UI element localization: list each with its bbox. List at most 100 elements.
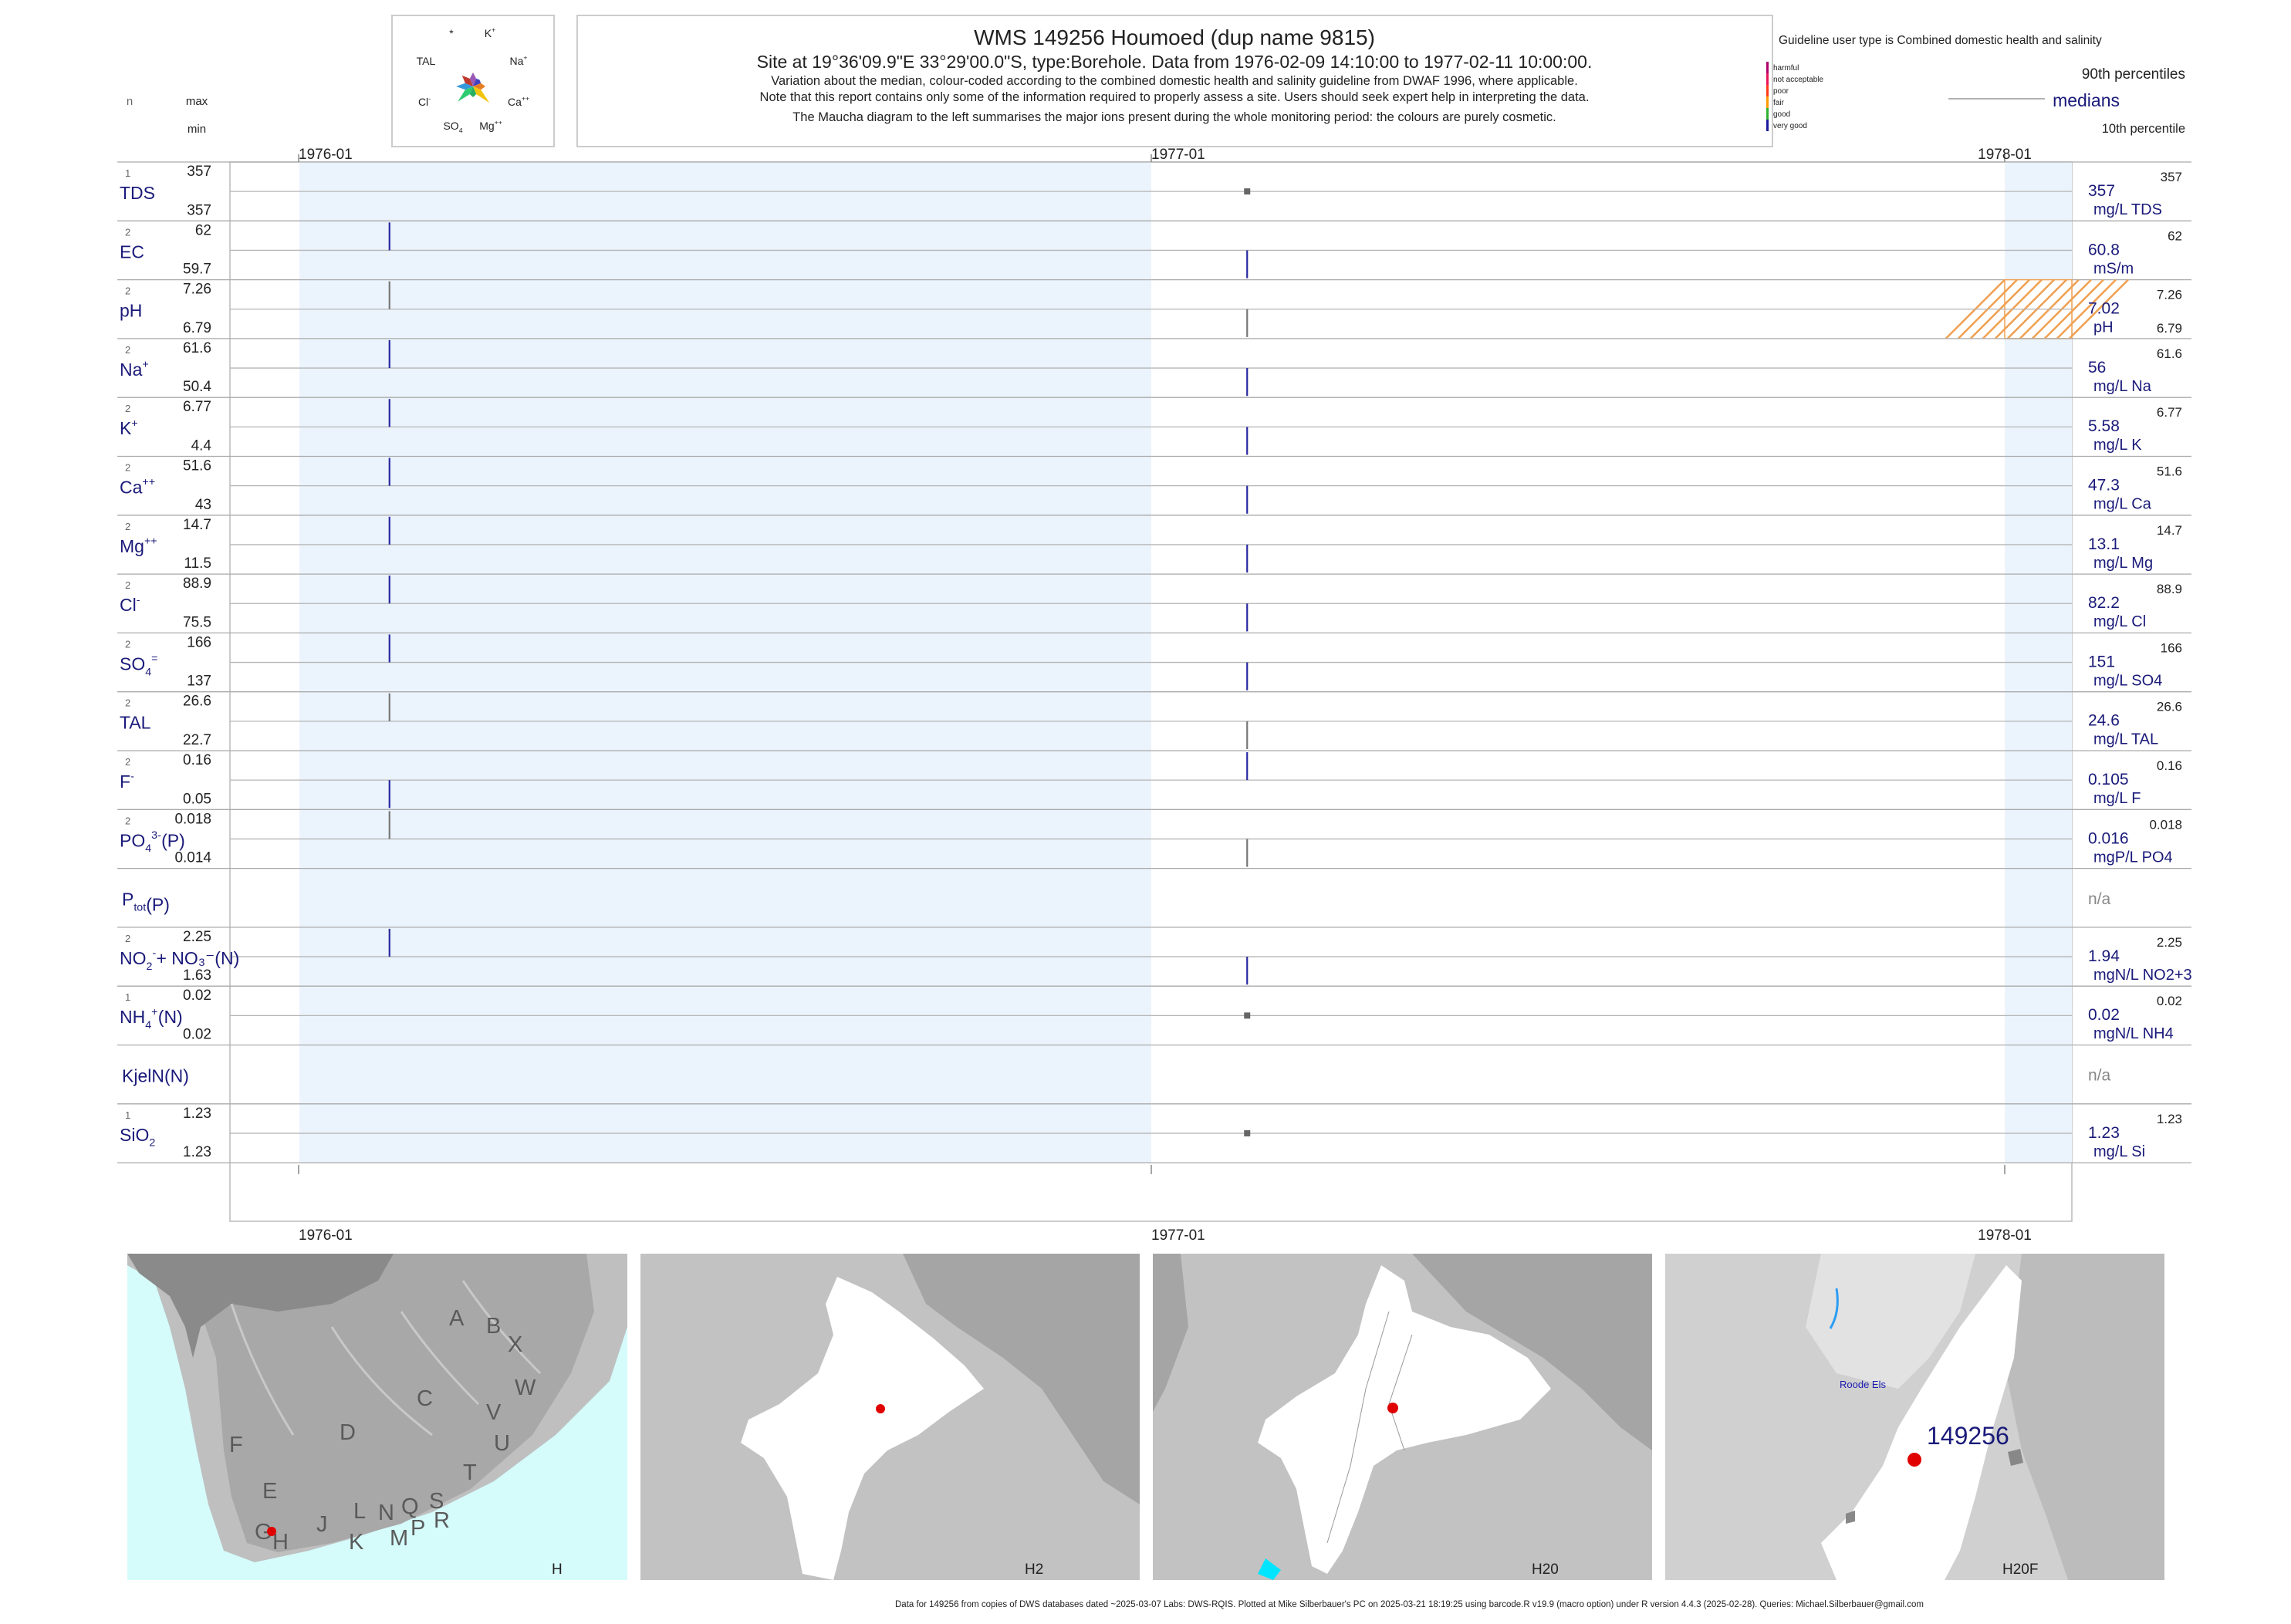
variable-label: K+	[120, 417, 138, 438]
region-letter: K	[349, 1530, 364, 1555]
guideline-level-label: good	[1773, 110, 1790, 119]
legend-p10: 10th percentile	[2102, 122, 2185, 136]
site-label: 149256	[1927, 1422, 2009, 1450]
guideline-levels: harmful not acceptable poor fair good very go…	[1766, 62, 1823, 131]
page-subtitle: Site at 19°36'09.9"E 33°29'00.0"S, type:…	[757, 52, 1593, 72]
max-value: 166	[187, 634, 211, 650]
guideline-level-label: poor	[1773, 87, 1789, 96]
guideline-swatch	[1766, 108, 1769, 120]
row-po: PO43- (P) 2 0.018 0.014 0.016 mgP/L PO4 0.018	[117, 811, 2191, 869]
variable-label: NH4+ (N)	[120, 1006, 183, 1031]
variable-label: NO2- + NO₃⁻(N)	[120, 947, 239, 973]
median-value: n/a	[2088, 890, 2111, 908]
map-panel-h2: H2	[640, 1254, 1140, 1580]
header-box: WMS 149256 Houmoed (dup name 9815) Site …	[576, 15, 1773, 147]
unit-label: mg/L F	[2093, 790, 2141, 807]
variable-label: EC	[120, 241, 144, 262]
tick-label-top: 1978-01	[1978, 147, 2032, 163]
sample-mark	[1244, 1129, 1251, 1136]
region-letter: B	[486, 1314, 501, 1339]
variable-label: TAL	[120, 713, 151, 733]
region-letter: U	[494, 1431, 510, 1456]
unit-label: mg/L Cl	[2093, 613, 2146, 630]
site-marker	[876, 1404, 885, 1413]
maucha-label: Na+	[510, 54, 528, 67]
unit-label: mg/L Si	[2093, 1143, 2145, 1160]
site-marker	[1907, 1453, 1921, 1467]
sample-count: 1	[125, 167, 130, 179]
region-letter: D	[340, 1420, 356, 1445]
median-value: 1.23	[2088, 1124, 2120, 1142]
maucha-petal	[473, 83, 485, 90]
maucha-label: K+	[485, 26, 495, 39]
map-panel-h20f: Roode Els 149256 H20F	[1665, 1254, 2164, 1580]
guideline-level-label: not acceptable	[1773, 76, 1823, 84]
max-value: 357	[187, 164, 211, 180]
median-value: 0.02	[2088, 1006, 2120, 1024]
region-letter: T	[463, 1460, 477, 1485]
unit-label: mgP/L PO4	[2093, 849, 2173, 866]
max-value: 0.02	[183, 988, 211, 1004]
p90-value: 14.7	[2157, 523, 2182, 538]
p90-value: 62	[2168, 228, 2182, 243]
x-axis-ticks: 1976-01 1976-01 1977-01 1977-01 1978-01 1978-…	[298, 147, 2032, 1244]
tick-label-bottom: 1978-01	[1978, 1227, 2032, 1244]
maucha-label: Cl-	[418, 95, 431, 108]
guideline-title: Guideline user type is Combined domestic…	[1779, 34, 2102, 47]
variable-label: KjelN(N)	[122, 1066, 189, 1086]
variable-label: Cl-	[120, 594, 140, 615]
guideline-swatch	[1766, 73, 1769, 85]
row-tal: TAL 2 26.6 22.7 24.6mg/L TAL 26.6	[117, 693, 2191, 751]
row-cl: Cl- 2 88.9 75.5 82.2mg/L Cl 88.9	[117, 576, 2191, 634]
sample-count: 1	[125, 991, 130, 1003]
maucha-petal	[473, 86, 490, 103]
max-value: 2.25	[183, 929, 211, 945]
p90-value: 166	[2161, 640, 2182, 655]
min-value: 50.4	[183, 379, 211, 395]
p90-value: 26.6	[2157, 700, 2182, 714]
drainage-region-letters: A BXW C VU D F T E L N Q SR JK M P G H	[229, 1306, 536, 1555]
guideline-swatch	[1766, 85, 1769, 96]
maucha-labels: * K+ TAL Na+ Cl- Ca++ SO4 Mg++	[417, 26, 529, 134]
min-value: 1.23	[183, 1144, 211, 1160]
maucha-label: Ca++	[508, 95, 529, 108]
variable-label: Ptot(P)	[122, 890, 170, 915]
sample-mark	[1244, 188, 1251, 195]
site-marker	[1387, 1403, 1398, 1413]
region-letter: E	[262, 1479, 277, 1504]
header-note-1: Variation about the median, colour-coded…	[771, 74, 1578, 88]
sample-count: 2	[125, 226, 130, 238]
min-value: 43	[195, 497, 211, 513]
max-value: 88.9	[183, 576, 211, 592]
guideline-level-label: harmful	[1773, 64, 1799, 73]
unit-label: mS/m	[2093, 260, 2134, 277]
p90-value: 88.9	[2157, 582, 2182, 596]
map-label-h: H	[552, 1562, 563, 1578]
p90-value: 51.6	[2157, 464, 2182, 479]
median-value: 151	[2088, 653, 2115, 670]
region-letter: X	[508, 1332, 522, 1357]
maucha-petal	[473, 78, 482, 86]
p90-value: 61.6	[2157, 346, 2182, 361]
header-note-3: The Maucha diagram to the left summarise…	[792, 110, 1556, 124]
row-f: F- 2 0.16 0.05 0.105 mg/L F 0.16	[117, 752, 2191, 810]
median-value: 24.6	[2088, 712, 2120, 730]
median-value: 56	[2088, 359, 2106, 376]
max-value: 0.16	[183, 752, 211, 768]
map-panel-h20: H20	[1153, 1254, 1652, 1580]
variable-label: TDS	[120, 183, 155, 203]
region-letter: R	[434, 1508, 450, 1533]
median-value: 0.105	[2088, 771, 2129, 788]
col-header-n: n	[127, 95, 133, 108]
map-label-h20: H20	[1532, 1562, 1559, 1578]
max-value: 7.26	[183, 282, 211, 298]
variable-label: Ca++	[120, 476, 155, 497]
sample-count: 2	[125, 638, 130, 650]
maucha-petal	[458, 86, 473, 102]
min-value: 59.7	[183, 262, 211, 278]
sample-count: 2	[125, 697, 130, 709]
